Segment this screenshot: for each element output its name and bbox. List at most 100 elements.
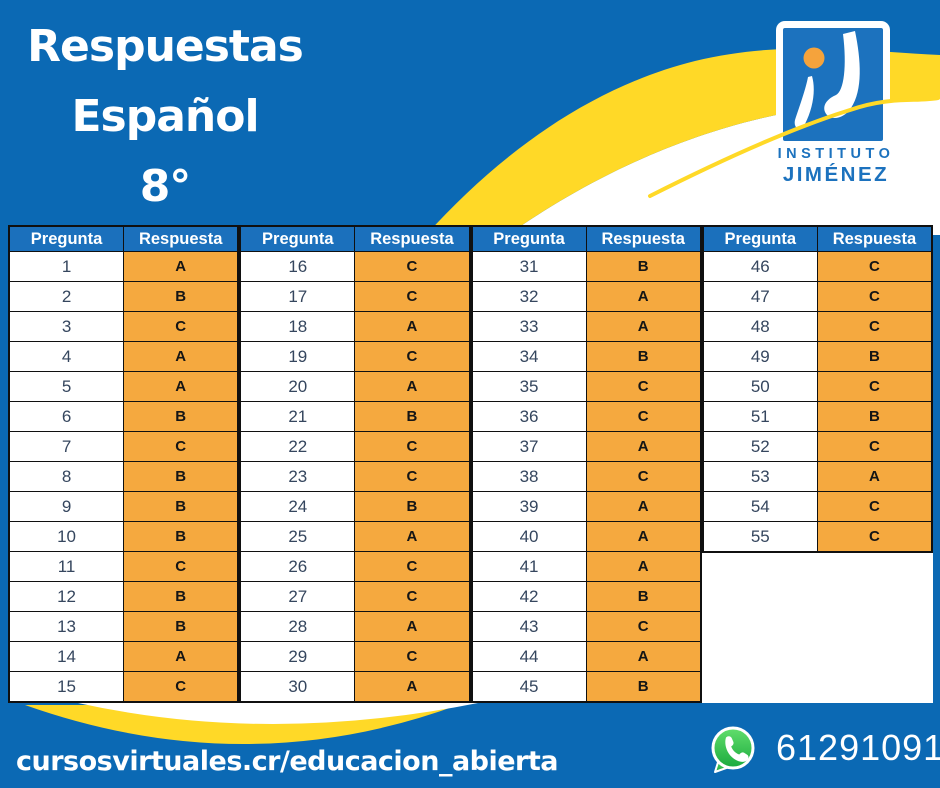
question-number: 23: [239, 461, 356, 492]
question-number: 11: [8, 551, 125, 582]
whatsapp-icon: [711, 726, 755, 773]
question-number: 43: [471, 611, 587, 642]
answer-row: 55 C: [702, 521, 933, 553]
question-number: 8: [8, 461, 125, 492]
site-url: cursosvirtuales.cr/educacion_abierta: [16, 746, 559, 777]
answer-letter: B: [123, 281, 239, 312]
question-number: 55: [702, 521, 818, 553]
question-number: 25: [239, 521, 356, 552]
answer-letter: A: [585, 281, 702, 312]
question-number: 2: [8, 281, 125, 312]
title-line-3: 8°: [139, 161, 192, 212]
answer-row: 31 B: [471, 251, 702, 282]
answer-row: 25 A: [239, 521, 470, 552]
answer-letter: A: [585, 641, 702, 672]
question-number: 27: [239, 581, 356, 612]
question-number: 31: [471, 251, 587, 282]
answer-letter: B: [585, 581, 702, 612]
answer-row: 51 B: [702, 401, 933, 432]
answer-row: 15 C: [8, 671, 239, 703]
answer-row: 33 A: [471, 311, 702, 342]
question-number: 33: [471, 311, 587, 342]
answer-letter: C: [123, 551, 239, 582]
answer-row: 22 C: [239, 431, 470, 462]
header-row: Pregunta Respuesta: [471, 225, 702, 252]
answer-row: 21 B: [239, 401, 470, 432]
question-number: 9: [8, 491, 125, 522]
answer-row: 49 B: [702, 341, 933, 372]
answer-row: 48 C: [702, 311, 933, 342]
answer-table-section-4: Pregunta Respuesta 46 C 47 C 48 C 49 B 50 C 51 B 52 C 53…: [701, 225, 933, 553]
answer-row: 28 A: [239, 611, 470, 642]
answer-row: 46 C: [702, 251, 933, 282]
question-number: 26: [239, 551, 356, 582]
question-number: 4: [8, 341, 125, 372]
answer-row: 44 A: [471, 641, 702, 672]
answer-row: 41 A: [471, 551, 702, 582]
answer-letter: A: [585, 431, 702, 462]
question-number: 46: [702, 251, 818, 282]
answer-letter: C: [585, 611, 702, 642]
answer-letter: A: [123, 341, 239, 372]
answer-letter: C: [585, 461, 702, 492]
answer-table-section-3: Pregunta Respuesta 31 B 32 A 33 A 34 B 35 C 36 C 37 A 38…: [470, 225, 702, 703]
answer-letter: C: [354, 551, 470, 582]
answer-letter: A: [354, 611, 470, 642]
answer-row: 54 C: [702, 491, 933, 522]
answer-letter: C: [123, 671, 239, 703]
answer-table-section-1: Pregunta Respuesta 1 A 2 B 3 C 4 A 5 A 6 B 7 C 8 B 9 B 10 B 11…: [8, 225, 240, 703]
answer-letter: A: [585, 491, 702, 522]
answer-letter: B: [123, 401, 239, 432]
answer-letter: B: [585, 341, 702, 372]
question-number: 18: [239, 311, 356, 342]
question-number: 42: [471, 581, 587, 612]
answer-row: 23 C: [239, 461, 470, 492]
answer-row: 30 A: [239, 671, 470, 703]
answer-row: 13 B: [8, 611, 239, 642]
answer-letter: C: [816, 311, 933, 342]
answer-letter: C: [585, 371, 702, 402]
answer-row: 35 C: [471, 371, 702, 402]
answer-row: 36 C: [471, 401, 702, 432]
answer-letter: C: [354, 431, 470, 462]
pregunta-header: Pregunta: [8, 225, 125, 252]
answer-row: 34 B: [471, 341, 702, 372]
answer-row: 38 C: [471, 461, 702, 492]
question-number: 38: [471, 461, 587, 492]
question-number: 14: [8, 641, 125, 672]
question-number: 50: [702, 371, 818, 402]
answer-letter: C: [354, 281, 470, 312]
question-number: 41: [471, 551, 587, 582]
question-number: 44: [471, 641, 587, 672]
answer-row: 43 C: [471, 611, 702, 642]
answer-letter: A: [354, 371, 470, 402]
question-number: 54: [702, 491, 818, 522]
question-number: 16: [239, 251, 356, 282]
answer-letter: A: [585, 551, 702, 582]
pregunta-header: Pregunta: [471, 225, 587, 252]
question-number: 53: [702, 461, 818, 492]
answer-row: 14 A: [8, 641, 239, 672]
page-title: Respuestas Español 8°: [0, 12, 330, 222]
question-number: 5: [8, 371, 125, 402]
question-number: 32: [471, 281, 587, 312]
answer-row: 52 C: [702, 431, 933, 462]
question-number: 17: [239, 281, 356, 312]
question-number: 19: [239, 341, 356, 372]
answer-letter: A: [585, 521, 702, 552]
answer-row: 42 B: [471, 581, 702, 612]
question-number: 35: [471, 371, 587, 402]
answer-row: 18 A: [239, 311, 470, 342]
answer-table: Pregunta Respuesta 1 A 2 B 3 C 4 A 5 A 6 B 7 C 8 B 9 B 10 B 11…: [8, 225, 933, 703]
answer-letter: C: [354, 251, 470, 282]
pregunta-header: Pregunta: [702, 225, 818, 252]
answer-letter: A: [816, 461, 933, 492]
respuesta-header: Respuesta: [123, 225, 239, 252]
answer-letter: C: [816, 431, 933, 462]
